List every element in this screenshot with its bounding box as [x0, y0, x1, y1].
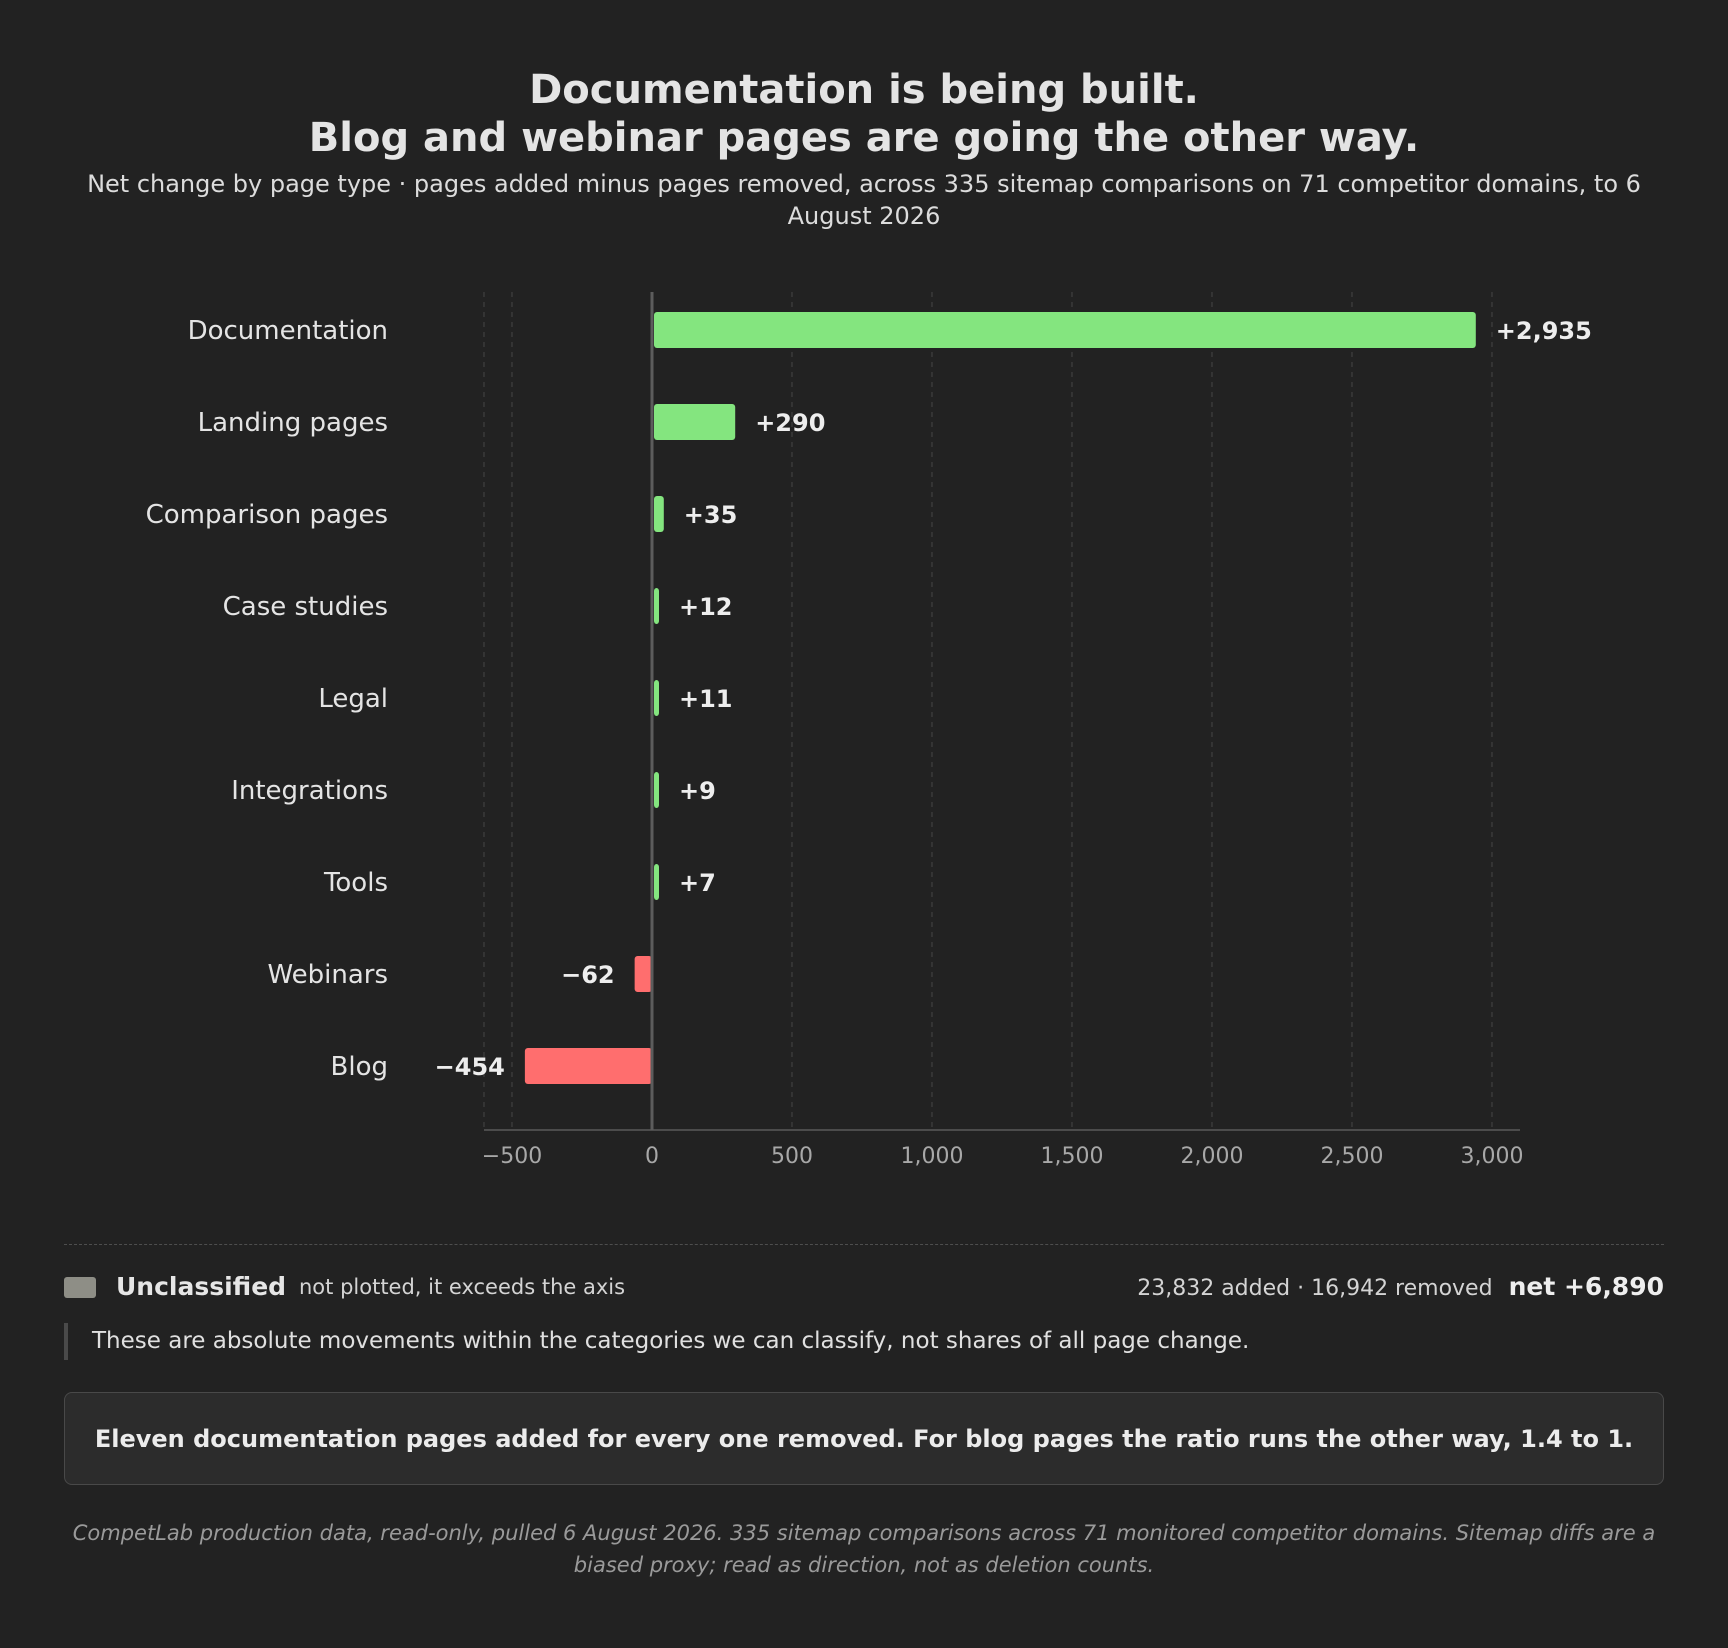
legend-name: Unclassified: [116, 1272, 287, 1301]
legend-note: not plotted, it exceeds the axis: [299, 1275, 626, 1299]
category-label: Landing pages: [198, 408, 388, 438]
x-tick-label: 3,000: [1461, 1144, 1524, 1169]
x-tick-label: −500: [482, 1144, 542, 1169]
bar-comparison-pages: [654, 496, 664, 532]
value-label: +9: [679, 777, 716, 805]
section-divider: [64, 1244, 1664, 1245]
category-label: Webinars: [267, 960, 388, 990]
value-label: −454: [435, 1053, 505, 1081]
source-footnote: CompetLab production data, read-only, pu…: [72, 1521, 1656, 1577]
x-tick-label: 2,500: [1321, 1144, 1384, 1169]
bar-case-studies: [654, 588, 659, 624]
category-label: Case studies: [223, 592, 388, 622]
category-label: Integrations: [231, 776, 388, 806]
bar-tools: [654, 864, 659, 900]
totals-summary: 23,832 added · 16,942 removed net +6,890: [1137, 1270, 1664, 1307]
totals-detail: 23,832 added · 16,942 removed: [1137, 1276, 1493, 1301]
value-label: +290: [755, 409, 825, 437]
bar-chart: −500 0 500 1,000 1,500 2,000 2,500 3,000 Documen…: [146, 292, 1592, 1169]
bar-blog: [524, 1048, 652, 1084]
category-label: Comparison pages: [146, 500, 388, 530]
bar-landing-pages: [654, 404, 736, 440]
caveat-note: These are absolute movements within the …: [64, 1323, 1672, 1360]
value-label: +11: [679, 685, 733, 713]
value-label: −62: [561, 961, 615, 989]
chart-title: Documentation is being built. Blog and w…: [0, 66, 1728, 162]
unclassified-swatch: [64, 1277, 96, 1298]
value-label: +7: [679, 869, 716, 897]
x-tick-label: 1,500: [1041, 1144, 1104, 1169]
x-tick-label: 500: [771, 1144, 813, 1169]
chart-subtitle: Net change by page type · pages added mi…: [87, 170, 1641, 230]
value-label: +2,935: [1496, 317, 1592, 345]
legend-row: Unclassified not plotted, it exceeds the…: [64, 1270, 1664, 1304]
bar-integrations: [654, 772, 659, 808]
bar-documentation: [654, 312, 1476, 348]
value-label: +35: [684, 501, 738, 529]
category-label: Tools: [323, 868, 388, 898]
bar-legal: [654, 680, 659, 716]
category-label: Legal: [318, 684, 388, 714]
title-line-1: Documentation is being built.: [529, 67, 1199, 113]
category-label: Documentation: [188, 316, 388, 346]
x-tick-label: 1,000: [901, 1144, 964, 1169]
title-line-2: Blog and webinar pages are going the oth…: [308, 115, 1420, 161]
x-tick-label: 2,000: [1181, 1144, 1244, 1169]
bar-webinars: [634, 956, 652, 992]
net-total: net +6,890: [1508, 1272, 1664, 1301]
x-tick-label: 0: [645, 1144, 659, 1169]
callout-text: Eleven documentation pages added for eve…: [94, 1424, 1634, 1453]
callout-box: Eleven documentation pages added for eve…: [64, 1392, 1664, 1485]
value-label: +12: [679, 593, 733, 621]
category-label: Blog: [331, 1052, 388, 1082]
